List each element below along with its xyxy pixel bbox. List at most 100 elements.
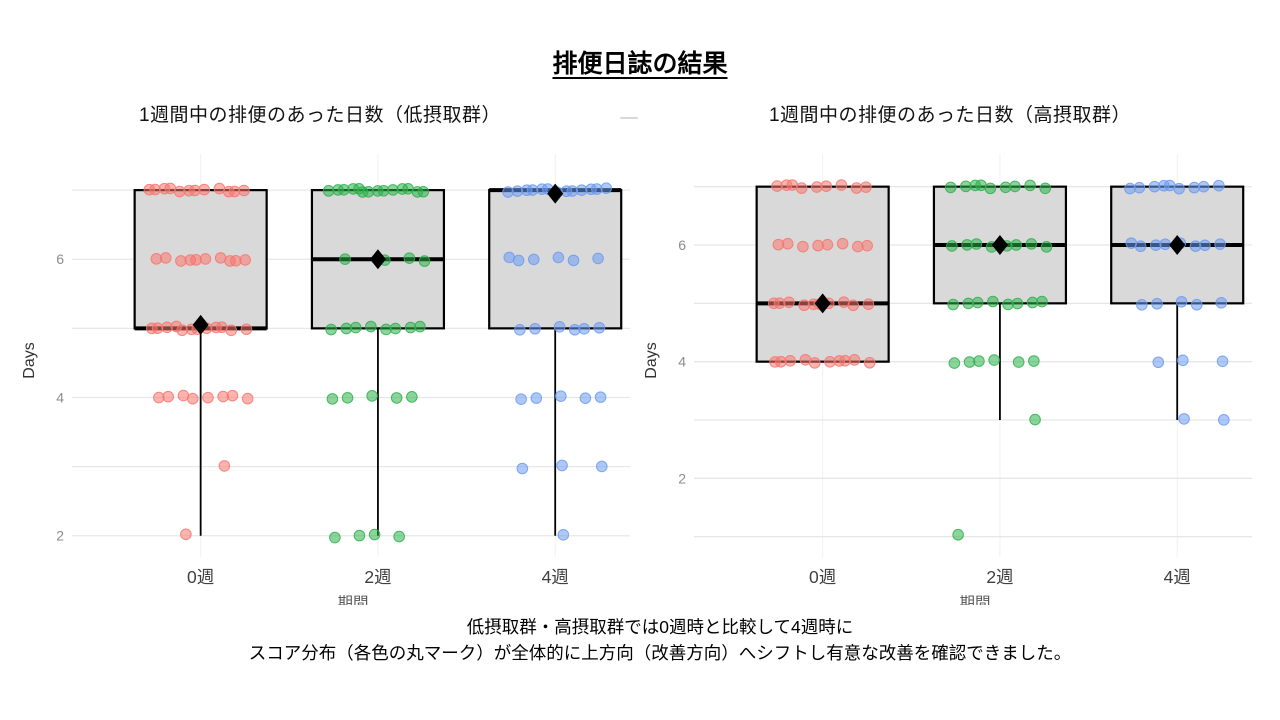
data-point [529, 322, 541, 335]
data-point [1175, 295, 1188, 308]
data-point [390, 392, 403, 404]
data-point [944, 181, 957, 194]
data-point [146, 322, 158, 335]
data-point [969, 179, 982, 192]
data-point [835, 179, 848, 191]
data-point [1199, 239, 1211, 252]
data-point [162, 390, 175, 403]
data-point [1213, 179, 1225, 192]
data-point [241, 392, 254, 405]
data-point [1216, 355, 1229, 368]
data-point [947, 298, 959, 311]
x-tick-label: 4週 [542, 567, 569, 587]
data-point [530, 392, 543, 404]
y-axis-ticks: 2 4 6 [678, 237, 686, 486]
data-point [1133, 181, 1146, 194]
data-point [592, 252, 604, 265]
data-point [180, 528, 192, 541]
data-point [821, 238, 834, 251]
data-point [1152, 356, 1165, 369]
data-point [536, 183, 548, 195]
data-point [1039, 182, 1052, 195]
jitter-points [944, 179, 1053, 541]
jitter-points [1124, 179, 1230, 426]
jitter-points [502, 182, 613, 541]
data-point [325, 323, 337, 336]
data-point [239, 254, 251, 266]
data-point [393, 530, 405, 543]
boxplot-group-4週 [1110, 179, 1245, 426]
data-point [514, 324, 526, 336]
data-point [973, 355, 985, 367]
data-point [515, 393, 527, 405]
data-point [1011, 297, 1024, 310]
summary-caption-line2: スコア分布（各色の丸マーク）が全体的に上方向（改善方向）へシフトし有意な改善を確… [248, 643, 1072, 664]
data-point [1025, 238, 1038, 250]
boxplot-group-4週 [488, 182, 623, 541]
data-point [1028, 355, 1040, 367]
data-point [1024, 179, 1036, 192]
svg-text:4: 4 [56, 389, 64, 405]
data-point [225, 324, 238, 337]
data-point [1197, 180, 1210, 193]
data-point [946, 240, 958, 252]
data-point [170, 320, 183, 333]
box [755, 185, 890, 363]
data-point [159, 252, 172, 264]
x-axis-label: 期間 [337, 594, 368, 605]
data-point [368, 528, 381, 541]
data-point [183, 184, 195, 197]
data-point [862, 298, 875, 311]
data-point [329, 531, 341, 544]
data-point [371, 185, 384, 197]
data-point [1040, 241, 1053, 253]
right-panel-title: 1週間中の排便のあった日数（高摂取群） [768, 105, 1132, 126]
data-point [1136, 298, 1148, 311]
data-point [396, 183, 409, 195]
data-point [585, 183, 597, 196]
data-point [600, 182, 613, 194]
x-axis-label: 期間 [959, 594, 990, 605]
data-point [143, 183, 156, 196]
data-point [833, 355, 846, 367]
data-point [596, 460, 608, 473]
data-point [349, 321, 362, 334]
data-point [1010, 239, 1022, 251]
jitter-points [322, 182, 431, 544]
data-point [863, 356, 876, 369]
data-point [808, 357, 821, 369]
data-point [332, 184, 344, 196]
jitter-points [143, 182, 254, 541]
data-point [202, 391, 214, 404]
data-point [593, 321, 606, 334]
data-point [512, 254, 525, 267]
mean-diamond [814, 293, 831, 314]
data-point [1173, 182, 1185, 195]
summary-caption: 低摂取群・高摂取群では0週時と比較して4週時に スコア分布（各色の丸マーク）が全… [100, 614, 1220, 667]
x-tick-label: 0週 [187, 567, 214, 587]
data-point [326, 393, 339, 405]
data-point [861, 239, 873, 252]
data-point [948, 357, 961, 369]
y-axis-ticks: 2 4 6 [56, 251, 64, 543]
data-point [952, 528, 964, 541]
svg-text:6: 6 [56, 251, 64, 267]
data-point [520, 184, 533, 197]
data-point [1158, 179, 1170, 192]
y-axis-label: Days [21, 342, 38, 378]
boxplot-group-2週 [932, 179, 1068, 541]
legend-remnant-dash [620, 117, 638, 119]
data-point [848, 354, 861, 366]
data-point [158, 182, 171, 195]
mean-diamond [547, 183, 564, 204]
data-point [1159, 238, 1171, 251]
boxplot-group-0週 [133, 182, 268, 541]
svg-text:4: 4 [678, 354, 686, 370]
data-point [356, 186, 369, 198]
data-point [1029, 413, 1041, 426]
data-point [556, 459, 568, 472]
data-point [411, 186, 424, 198]
svg-text:2: 2 [678, 470, 686, 486]
data-point [781, 237, 794, 250]
